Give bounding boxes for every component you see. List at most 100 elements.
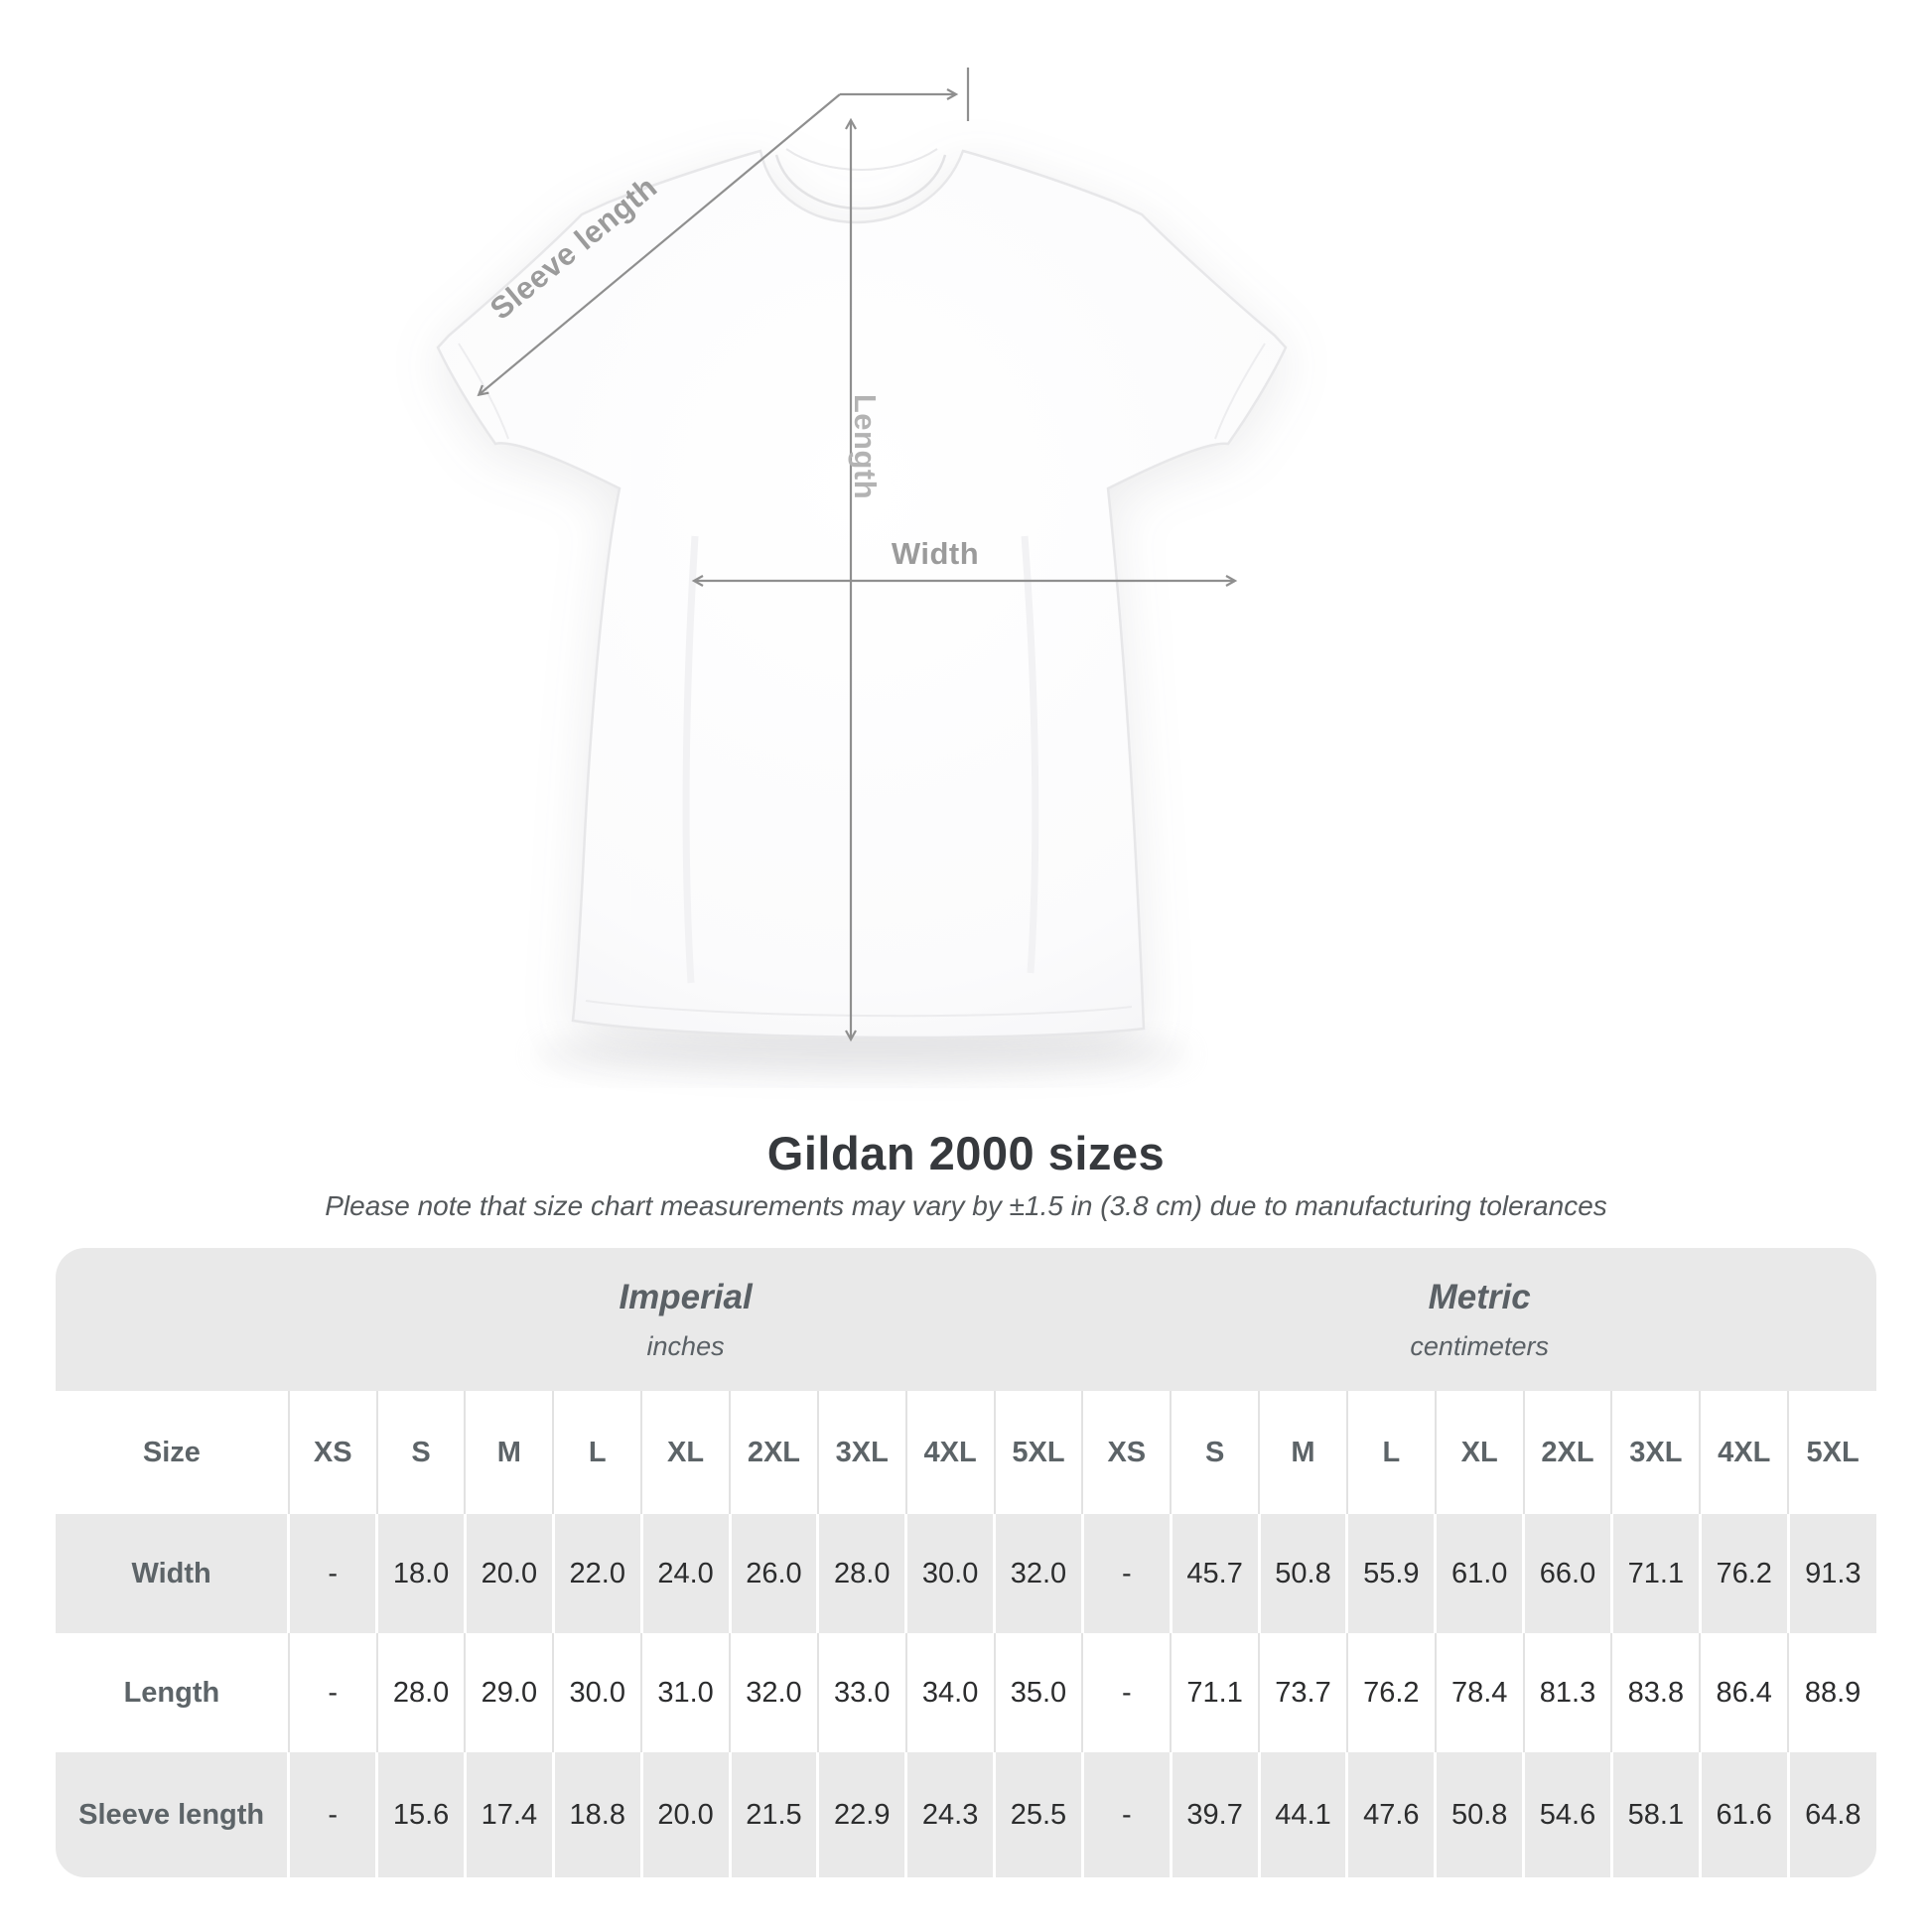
- imperial-label: Imperial: [619, 1277, 753, 1316]
- table-cell: 20.0: [639, 1752, 730, 1877]
- metric-group-header: Metric centimeters: [1082, 1248, 1876, 1391]
- column-header-metric-s: S: [1170, 1391, 1260, 1514]
- table-cell: 45.7: [1169, 1514, 1260, 1633]
- table-cell: 73.7: [1258, 1633, 1347, 1752]
- table-cell: 64.8: [1786, 1752, 1876, 1877]
- table-cell: 55.9: [1345, 1514, 1436, 1633]
- table-cell: 34.0: [904, 1633, 995, 1752]
- row-label-width: Width: [56, 1514, 289, 1633]
- table-cell: 91.3: [1786, 1514, 1876, 1633]
- page-subtitle: Please note that size chart measurements…: [325, 1190, 1607, 1221]
- table-cell: 20.0: [463, 1514, 554, 1633]
- table-cell: 30.0: [904, 1514, 995, 1633]
- size-header-row: Size XS S M L XL 2XL 3XL 4XL 5XL XS S M …: [56, 1391, 1876, 1514]
- table-cell: 18.8: [551, 1752, 642, 1877]
- column-header-imperial-xs: XS: [287, 1391, 377, 1514]
- table-cell: 76.2: [1345, 1633, 1436, 1752]
- table-cell: 15.6: [375, 1752, 466, 1877]
- table-cell: 61.6: [1698, 1752, 1789, 1877]
- column-header-metric-l: L: [1345, 1391, 1436, 1514]
- table-cell: 25.5: [993, 1752, 1083, 1877]
- tshirt-diagram: Sleeve length Length Width: [436, 68, 1288, 1078]
- back-collar-line: [785, 148, 938, 171]
- width-label: Width: [891, 536, 980, 571]
- table-cell: 50.8: [1257, 1514, 1347, 1633]
- table-row-length: Length - 28.0 29.0 30.0 31.0 32.0 33.0 3…: [56, 1633, 1876, 1752]
- column-header-imperial-l: L: [552, 1391, 642, 1514]
- table-cell: 50.8: [1434, 1752, 1524, 1877]
- column-header-imperial-m: M: [464, 1391, 554, 1514]
- column-header-metric-xs: XS: [1081, 1391, 1172, 1514]
- table-cell: 58.1: [1609, 1752, 1701, 1877]
- column-header-metric-xl: XL: [1434, 1391, 1524, 1514]
- table-cell: 35.0: [993, 1633, 1083, 1752]
- table-cell: 54.6: [1522, 1752, 1612, 1877]
- table-cell: 76.2: [1698, 1514, 1789, 1633]
- column-header-imperial-s: S: [375, 1391, 466, 1514]
- table-cell: 22.9: [816, 1752, 906, 1877]
- table-cell: 81.3: [1522, 1633, 1612, 1752]
- table-cell: 18.0: [375, 1514, 466, 1633]
- sleeve-length-arrow: [477, 93, 841, 397]
- table-cell: 47.6: [1345, 1752, 1436, 1877]
- column-header-imperial-xl: XL: [640, 1391, 730, 1514]
- size-column-header: Size: [56, 1391, 289, 1514]
- table-cell: 21.5: [728, 1752, 818, 1877]
- metric-label: Metric: [1428, 1277, 1531, 1316]
- table-cell: -: [287, 1514, 377, 1633]
- page-title: Gildan 2000 sizes: [766, 1127, 1166, 1179]
- tshirt-shape: [436, 148, 1288, 1039]
- table-cell: 28.0: [375, 1633, 466, 1752]
- row-label-sleeve-length: Sleeve length: [56, 1752, 289, 1877]
- table-cell: 39.7: [1169, 1752, 1260, 1877]
- table-cell: 61.0: [1434, 1514, 1524, 1633]
- hem-stitch: [585, 1000, 1133, 1018]
- metric-unit-label: centimeters: [1410, 1330, 1549, 1361]
- table-cell: -: [287, 1633, 377, 1752]
- imperial-unit-label: inches: [646, 1330, 725, 1361]
- table-cell: -: [1081, 1633, 1172, 1752]
- table-cell: 33.0: [816, 1633, 906, 1752]
- collar-rib: [774, 154, 947, 210]
- tshirt-shadow: [534, 1031, 1189, 1078]
- table-row-width: Width - 18.0 20.0 22.0 24.0 26.0 28.0 30…: [56, 1514, 1876, 1633]
- table-cell: 24.3: [904, 1752, 995, 1877]
- table-cell: 71.1: [1609, 1514, 1701, 1633]
- table-cell: -: [1080, 1752, 1172, 1877]
- table-cell: 24.0: [639, 1514, 730, 1633]
- table-cell: -: [1080, 1514, 1172, 1633]
- imperial-group-header: Imperial inches: [288, 1248, 1083, 1391]
- size-chart-table: Imperial inches Metric centimeters Size …: [56, 1248, 1876, 1877]
- table-cell: 31.0: [640, 1633, 730, 1752]
- table-cell: 32.0: [729, 1633, 818, 1752]
- unit-band-row: Imperial inches Metric centimeters: [56, 1248, 1876, 1391]
- table-cell: 17.4: [463, 1752, 554, 1877]
- table-cell: 29.0: [464, 1633, 554, 1752]
- wrinkle: [1021, 535, 1039, 974]
- wrinkle: [682, 535, 699, 984]
- table-cell: 78.4: [1434, 1633, 1524, 1752]
- right-cuff-stitch: [1214, 343, 1266, 440]
- column-header-metric-2xl: 2XL: [1522, 1391, 1612, 1514]
- table-row-sleeve-length: Sleeve length - 15.6 17.4 18.8 20.0 21.5…: [56, 1752, 1876, 1877]
- column-header-imperial-4xl: 4XL: [904, 1391, 995, 1514]
- table-cell: 22.0: [551, 1514, 642, 1633]
- band-spacer: [56, 1248, 289, 1391]
- table-cell: 66.0: [1522, 1514, 1612, 1633]
- table-cell: 86.4: [1699, 1633, 1789, 1752]
- table-cell: 28.0: [816, 1514, 906, 1633]
- column-header-imperial-3xl: 3XL: [816, 1391, 906, 1514]
- tshirt-image: [436, 68, 1288, 1078]
- table-cell: 88.9: [1787, 1633, 1876, 1752]
- column-header-metric-5xl: 5XL: [1787, 1391, 1876, 1514]
- table-cell: 71.1: [1170, 1633, 1260, 1752]
- column-header-metric-m: M: [1258, 1391, 1347, 1514]
- length-label: Length: [848, 393, 883, 500]
- table-cell: 32.0: [993, 1514, 1083, 1633]
- column-header-imperial-2xl: 2XL: [729, 1391, 818, 1514]
- table-cell: -: [287, 1752, 377, 1877]
- table-cell: 26.0: [728, 1514, 818, 1633]
- row-label-length: Length: [56, 1633, 289, 1752]
- column-header-imperial-5xl: 5XL: [993, 1391, 1083, 1514]
- table-cell: 44.1: [1257, 1752, 1347, 1877]
